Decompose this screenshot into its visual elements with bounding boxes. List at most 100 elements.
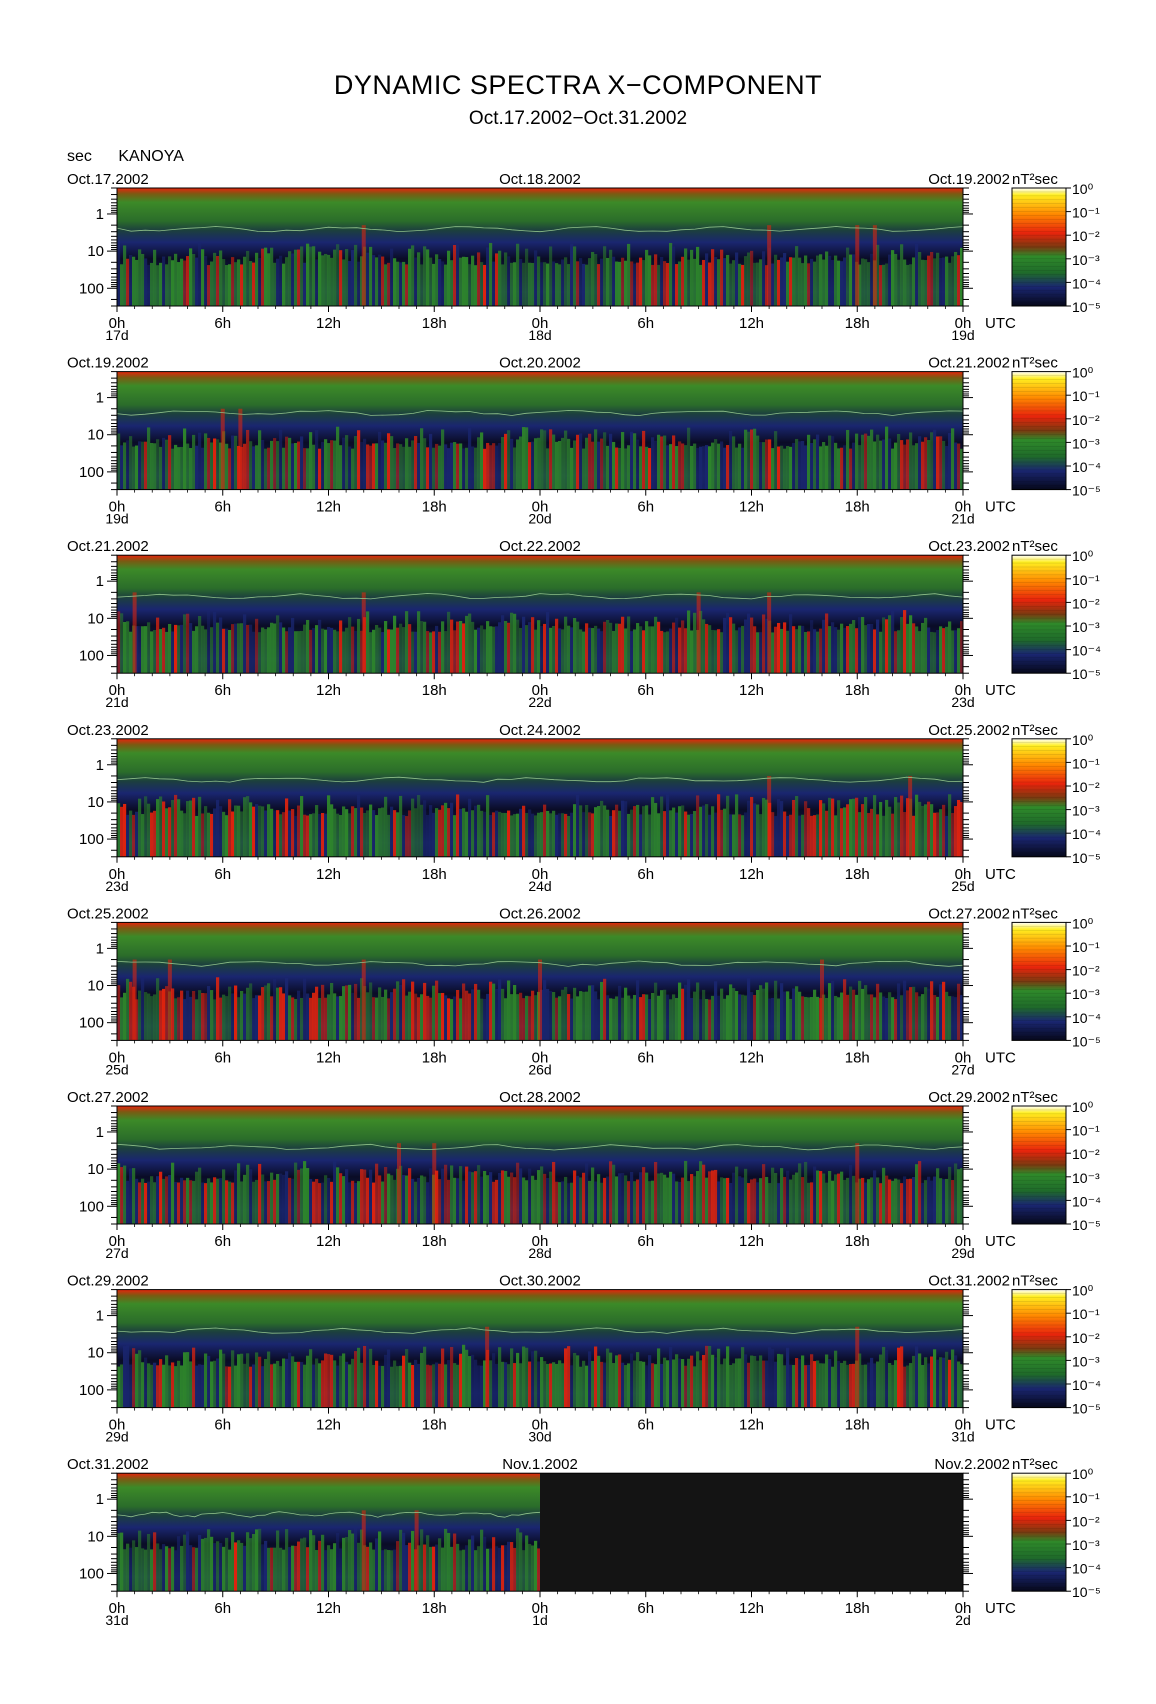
spectral-column [534, 438, 538, 490]
spectral-column [117, 1163, 121, 1224]
spectral-column [750, 1179, 754, 1224]
spectral-column [825, 613, 829, 674]
spectral-column [681, 256, 685, 306]
colorbar-tick-label: 10⁻² [1072, 779, 1100, 795]
spectral-column [552, 261, 556, 306]
spectral-column [558, 1182, 562, 1224]
spectral-column [609, 998, 613, 1041]
spectral-column [606, 1176, 610, 1224]
x-tick-label: 0h [109, 315, 126, 332]
spectral-column [585, 264, 589, 306]
spectral-column [408, 1168, 412, 1224]
spectral-column [120, 806, 124, 857]
spectral-column [129, 981, 133, 1041]
x-tick-label: 12h [316, 1600, 341, 1617]
panel-end-date: Oct.21.2002 [928, 355, 1010, 372]
spectral-column [564, 616, 568, 674]
spectral-column [201, 625, 205, 674]
spectral-column [876, 1361, 880, 1408]
spectral-column [192, 990, 196, 1041]
spectral-column [540, 1166, 544, 1224]
spectral-column [417, 252, 421, 306]
spectral-column [930, 1356, 934, 1408]
spectral-column [405, 1175, 409, 1224]
colorbar-tick-label: 10⁻³ [1072, 435, 1100, 451]
spectral-column [873, 1363, 877, 1408]
spectral-column [480, 432, 484, 490]
spectral-column [942, 1357, 946, 1408]
spectral-column [204, 433, 208, 490]
spectral-column [306, 1168, 310, 1224]
spectral-column [402, 261, 406, 306]
spectral-column [207, 1355, 211, 1408]
spectral-column [648, 1355, 652, 1408]
day-label: 26d [528, 1061, 551, 1077]
spectral-column [927, 440, 931, 490]
spectral-column [456, 621, 460, 674]
colorbar-frame [1011, 1472, 1067, 1592]
spectral-column [258, 1528, 262, 1592]
spectral-column [828, 255, 832, 306]
spectral-column [705, 804, 709, 857]
spectral-column [411, 1530, 415, 1592]
spectral-column [399, 795, 403, 857]
spectral-column [174, 444, 178, 490]
spectral-column [258, 805, 262, 857]
spectral-column [507, 1176, 511, 1224]
y-tick-label: 100 [79, 1382, 104, 1399]
spectral-column [168, 1365, 172, 1408]
day-label: 28d [528, 1245, 551, 1261]
spectral-column [516, 619, 520, 674]
spectral-column [918, 996, 922, 1041]
spectral-column [723, 1178, 727, 1224]
spectral-column [384, 264, 388, 306]
spectral-column [816, 631, 820, 674]
spectral-column [510, 612, 514, 674]
spectral-column [213, 438, 217, 490]
spectral-column [312, 444, 316, 490]
spectral-column [924, 804, 928, 857]
spectral-column [315, 430, 319, 490]
y-tick-label: 10 [87, 978, 104, 995]
spectral-column [954, 442, 958, 490]
spectral-column [906, 1365, 910, 1408]
spectral-column [435, 254, 439, 306]
spectral-column [258, 995, 262, 1041]
spectral-column [822, 803, 826, 857]
y-tick-label: 10 [87, 1161, 104, 1178]
spectral-column [513, 613, 517, 674]
spectral-column [498, 979, 502, 1041]
spectral-column [141, 1178, 145, 1224]
spectral-column [819, 254, 823, 306]
utc-label: UTC [985, 1233, 1016, 1250]
spectral-column [498, 1347, 502, 1408]
spectral-column [660, 436, 664, 490]
spectral-column [945, 256, 949, 306]
spectral-column [666, 794, 670, 857]
spectral-column [957, 799, 961, 857]
spectral-column [438, 259, 442, 306]
spectral-column [363, 438, 367, 490]
spectral-column [543, 1173, 547, 1224]
spectral-column [498, 1547, 502, 1592]
spectral-column [210, 990, 214, 1041]
spectral-column [129, 1547, 133, 1592]
colorbar [1012, 188, 1066, 306]
spectral-column [291, 443, 295, 490]
spectral-column [243, 443, 247, 490]
spectral-column [549, 627, 553, 674]
spectral-column [336, 813, 340, 857]
spectral-column [447, 1532, 451, 1592]
spectral-column [888, 615, 892, 674]
panel-mid-date: Oct.24.2002 [499, 722, 581, 739]
spectral-column [894, 1360, 898, 1408]
spectral-column [915, 1164, 919, 1224]
y-unit-label: sec [67, 148, 92, 165]
spectral-column [300, 630, 304, 674]
spectral-column [741, 994, 745, 1041]
spectral-column [462, 1180, 466, 1224]
panel-mid-date: Oct.26.2002 [499, 905, 581, 922]
spectral-column [474, 1171, 478, 1224]
spectral-column [795, 1172, 799, 1224]
spectral-column [261, 248, 265, 306]
